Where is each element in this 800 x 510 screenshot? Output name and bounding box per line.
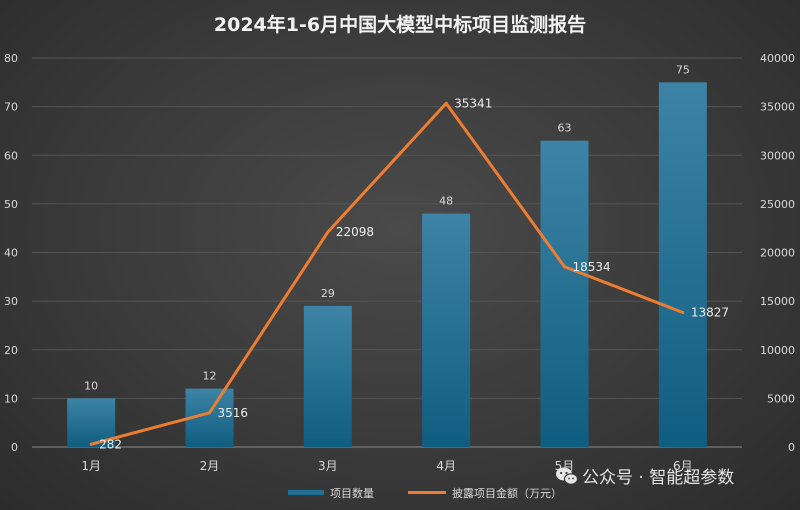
x-tick-label: 3月	[318, 459, 338, 473]
right-y-tick-label: 5000	[767, 392, 795, 405]
right-y-tick-label: 20000	[760, 247, 795, 260]
x-axis: 1月 2月 3月 4月 5月 6月	[81, 459, 692, 473]
left-y-axis: 0 10 20 30 40 50 60 70 80	[4, 52, 18, 454]
right-y-tick-label: 0	[788, 441, 795, 454]
bar-series	[67, 82, 707, 447]
left-y-tick-label: 60	[4, 149, 18, 162]
right-y-axis: 0 5000 10000 15000 20000 25000 30000 35000 40000	[760, 52, 795, 454]
line-data-label: 13827	[691, 306, 729, 320]
legend: 项目数量 披露项目金额（万元）	[288, 486, 562, 500]
left-y-tick-label: 10	[4, 392, 18, 405]
line-point	[208, 411, 211, 415]
right-y-tick-label: 35000	[760, 101, 795, 114]
bar-data-label: 29	[321, 287, 335, 300]
line-data-label: 35341	[454, 96, 492, 110]
left-y-tick-label: 50	[4, 198, 18, 211]
line-point	[681, 311, 685, 315]
bar-labels: 10 12 29 48 63 75	[84, 63, 690, 392]
line-labels: 282 3516 22098 35341 18534 13827	[99, 96, 729, 451]
left-y-tick-label: 70	[4, 101, 18, 114]
legend-label-bar: 项目数量	[330, 487, 374, 500]
gridlines	[32, 57, 742, 448]
watermark: 公众号 · 智能超参数	[556, 467, 734, 488]
bar-data-label: 48	[439, 195, 453, 208]
bar	[658, 82, 707, 447]
right-y-tick-label: 30000	[760, 149, 795, 162]
bar-data-label: 63	[558, 122, 572, 135]
right-y-tick-label: 10000	[760, 344, 795, 357]
line-point	[89, 442, 93, 446]
line-point	[326, 230, 330, 234]
line-series	[89, 101, 685, 446]
line-data-label: 18534	[573, 260, 611, 274]
line-point	[444, 101, 448, 105]
chart-title: 2024年1-6月中国大模型中标项目监测报告	[214, 13, 586, 36]
bar-data-label: 12	[203, 370, 217, 383]
line-data-label: 3516	[218, 406, 249, 420]
line-path	[90, 101, 684, 446]
bar-data-label: 75	[676, 63, 690, 76]
right-y-tick-label: 15000	[760, 295, 795, 308]
legend-swatch-line	[408, 491, 446, 494]
left-y-tick-label: 80	[4, 52, 18, 65]
line-data-label: 282	[99, 437, 122, 451]
x-tick-label: 1月	[81, 459, 101, 473]
bar-data-label: 10	[84, 379, 98, 392]
legend-swatch-bar	[288, 490, 324, 495]
line-data-label: 22098	[336, 225, 374, 239]
right-y-tick-label: 40000	[760, 52, 795, 65]
watermark-text: 公众号 · 智能超参数	[582, 468, 734, 488]
legend-label-line: 披露项目金额（万元）	[452, 486, 562, 500]
bar	[303, 305, 352, 447]
x-tick-label: 6月	[673, 459, 693, 473]
left-y-tick-label: 40	[4, 247, 18, 260]
right-y-tick-label: 25000	[760, 198, 795, 211]
left-y-tick-label: 30	[4, 295, 18, 308]
bar	[422, 213, 471, 447]
bar	[540, 140, 589, 447]
x-tick-label: 2月	[200, 459, 220, 473]
left-y-tick-label: 0	[11, 441, 18, 454]
x-tick-label: 4月	[436, 459, 456, 473]
line-point	[563, 265, 566, 269]
left-y-tick-label: 20	[4, 344, 18, 357]
wechat-icon	[556, 467, 579, 485]
